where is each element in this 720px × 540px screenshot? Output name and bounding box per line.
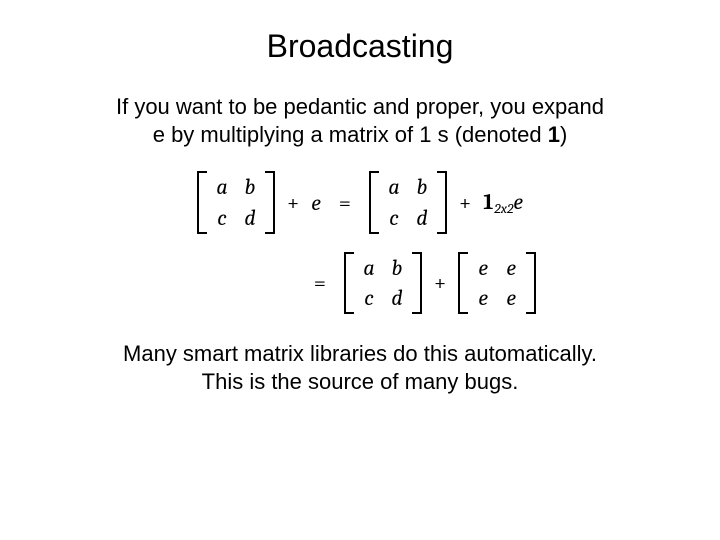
slide-title: Broadcasting [48,28,672,65]
rhs2l-m-10: c [362,286,376,310]
lhs-plus: + [281,190,305,216]
lhs-scalar-e: e [311,190,321,216]
equals-1: = [327,190,363,216]
rhs2l-m-00: a [362,256,376,280]
rhs2-plus: + [428,270,452,296]
footer-line-1: Many smart matrix libraries do this auto… [123,341,597,366]
intro-line-2b: ) [560,122,567,147]
intro-line-1: If you want to be pedantic and proper, y… [116,94,604,119]
ones-symbol: 1 [483,189,493,215]
lhs-matrix: a b c d [197,171,275,233]
bracket-right-icon [265,171,275,233]
intro-text: If you want to be pedantic and proper, y… [48,93,672,149]
rhs1-m-11: d [415,206,429,230]
lhs-m-01: b [243,175,257,199]
bracket-right-icon [412,252,422,314]
rhs2r-m-10: e [476,286,490,310]
ones-term: 12x2e [483,189,523,217]
bracket-left-icon [369,171,379,233]
footer-line-2: This is the source of many bugs. [202,369,519,394]
rhs2-matrix-left: a b c d [344,252,422,314]
bracket-left-icon [197,171,207,233]
math-row-2: = a b c d + e e e e [184,252,536,314]
rhs2-matrix-right: e e e e [458,252,536,314]
slide: Broadcasting If you want to be pedantic … [0,0,720,540]
rhs1-matrix: a b c d [369,171,447,233]
lhs-m-10: c [215,206,229,230]
rhs1-plus: + [453,190,477,216]
rhs1-m-01: b [415,175,429,199]
intro-bold-one: 1 [548,122,560,147]
rhs2r-m-11: e [504,286,518,310]
lhs-m-11: d [243,206,257,230]
intro-line-2a: e by multiplying a matrix of 1 s (denote… [153,122,548,147]
rhs2r-m-00: e [476,256,490,280]
lhs-m-00: a [215,175,229,199]
bracket-left-icon [344,252,354,314]
bracket-right-icon [526,252,536,314]
equals-2: = [302,270,338,296]
rhs2l-m-11: d [390,286,404,310]
rhs1-m-10: c [387,206,401,230]
rhs2l-m-01: b [390,256,404,280]
math-row-1: a b c d + e = a b c d [197,171,523,233]
footer-text: Many smart matrix libraries do this auto… [48,340,672,396]
ones-subscript: 2x2 [493,200,513,217]
rhs2r-m-01: e [504,256,518,280]
rhs1-scalar-e: e [513,189,523,215]
bracket-left-icon [458,252,468,314]
bracket-right-icon [437,171,447,233]
math-block: a b c d + e = a b c d [48,171,672,314]
rhs1-m-00: a [387,175,401,199]
